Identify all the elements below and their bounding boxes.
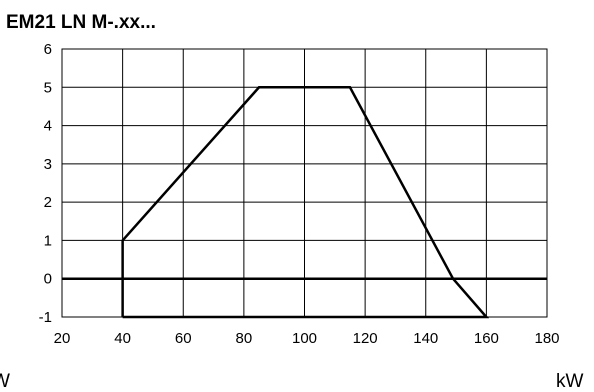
x-tick-label: 40 (114, 330, 131, 347)
x-tick-label: 100 (292, 330, 317, 347)
x-tick-label: 160 (474, 330, 499, 347)
y-tick-label: 1 (44, 232, 52, 249)
left-edge-label: W (0, 371, 10, 392)
x-axis-label: kW (556, 371, 584, 392)
y-tick-label: 6 (44, 41, 52, 58)
y-tick-label: 4 (44, 118, 52, 135)
series-line (121, 86, 490, 319)
x-tick-label: 180 (534, 330, 559, 347)
x-tick-label: 120 (353, 330, 378, 347)
x-tick-label: 140 (413, 330, 438, 347)
x-tick-label: 80 (236, 330, 253, 347)
y-tick-label: 3 (44, 156, 52, 173)
y-tick-label: -1 (39, 309, 52, 326)
x-tick-label: 20 (54, 330, 71, 347)
chart-title: EM21 LN M-.xx... (6, 12, 156, 33)
y-tick-label: 2 (44, 194, 52, 211)
grid-lines (61, 48, 548, 318)
y-tick-label: 5 (44, 79, 52, 96)
y-tick-label: 0 (44, 271, 52, 288)
x-tick-label: 60 (175, 330, 192, 347)
